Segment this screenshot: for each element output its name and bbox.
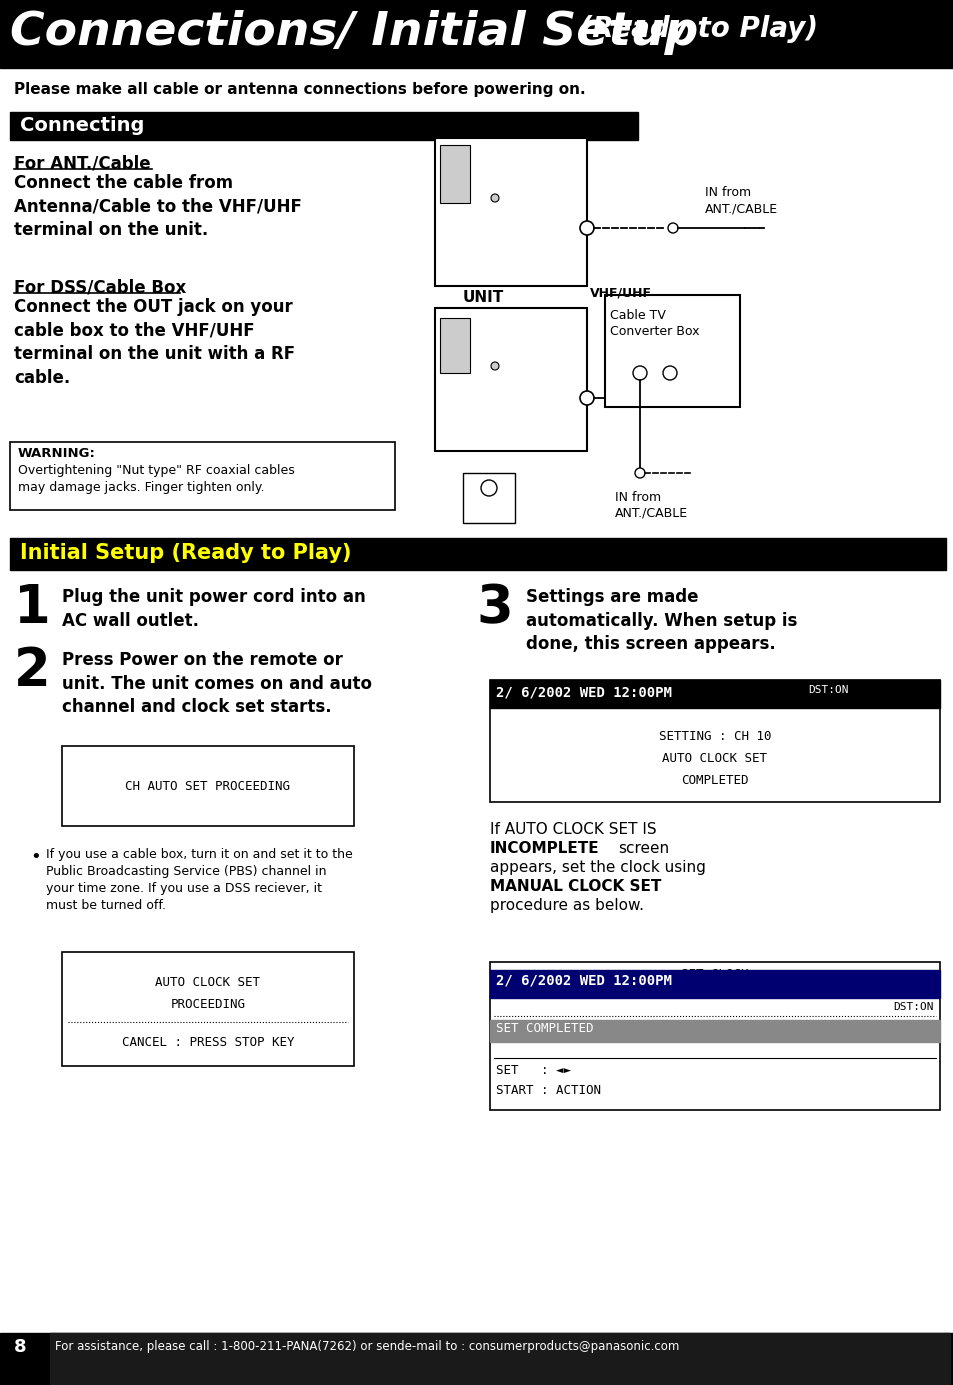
Circle shape: [633, 366, 646, 379]
Text: procedure as below.: procedure as below.: [490, 897, 643, 913]
Text: 8: 8: [14, 1338, 27, 1356]
Text: Overtightening "Nut type" RF coaxial cables
may damage jacks. Finger tighten onl: Overtightening "Nut type" RF coaxial cab…: [18, 464, 294, 494]
Bar: [490, 680, 939, 802]
Circle shape: [491, 361, 498, 370]
Text: Press Power on the remote or
unit. The unit comes on and auto
channel and clock : Press Power on the remote or unit. The u…: [62, 651, 372, 716]
Circle shape: [579, 391, 594, 404]
Text: If you use a cable box, turn it on and set it to the
Public Broadcasting Service: If you use a cable box, turn it on and s…: [46, 848, 353, 911]
Text: Settings are made
automatically. When setup is
done, this screen appears.: Settings are made automatically. When se…: [525, 589, 797, 654]
Bar: [462, 474, 515, 524]
Text: AUTO CLOCK SET: AUTO CLOCK SET: [155, 975, 260, 989]
Text: MANUAL CLOCK SET: MANUAL CLOCK SET: [490, 879, 660, 893]
Text: If AUTO CLOCK SET IS: If AUTO CLOCK SET IS: [490, 823, 656, 837]
Bar: [490, 680, 939, 708]
Text: 2: 2: [14, 645, 51, 697]
Bar: [439, 145, 470, 204]
Text: For assistance, please call : 1-800-211-PANA(7262) or sende-mail to : consumerpr: For assistance, please call : 1-800-211-…: [55, 1341, 679, 1353]
Text: Plug the unit power cord into an
AC wall outlet.: Plug the unit power cord into an AC wall…: [62, 589, 365, 630]
Circle shape: [480, 481, 497, 496]
Text: 3: 3: [476, 582, 512, 634]
Text: •: •: [30, 848, 41, 866]
Text: CANCEL : PRESS STOP KEY: CANCEL : PRESS STOP KEY: [122, 1036, 294, 1048]
Bar: [62, 951, 354, 1066]
Text: IN from
ANT./CABLE: IN from ANT./CABLE: [704, 186, 778, 215]
Text: DST:ON: DST:ON: [893, 1001, 933, 1012]
Circle shape: [667, 223, 678, 233]
Circle shape: [579, 222, 594, 235]
Circle shape: [662, 366, 677, 379]
Circle shape: [491, 194, 498, 202]
Text: Connect the OUT jack on your
cable box to the VHF/UHF
terminal on the unit with : Connect the OUT jack on your cable box t…: [14, 298, 294, 386]
Bar: [604, 295, 740, 407]
Text: SET COMPLETED: SET COMPLETED: [496, 1022, 593, 1035]
Bar: [0, 1332, 953, 1385]
Text: Connections/ Initial Setup: Connections/ Initial Setup: [10, 10, 698, 55]
Text: 1: 1: [14, 582, 51, 634]
Text: Please make all cable or antenna connections before powering on.: Please make all cable or antenna connect…: [14, 82, 585, 97]
Text: AUTO CLOCK SET: AUTO CLOCK SET: [661, 752, 767, 765]
Text: Connect the cable from
Antenna/Cable to the VHF/UHF
terminal on the unit.: Connect the cable from Antenna/Cable to …: [14, 175, 301, 240]
Text: screen: screen: [618, 841, 668, 856]
Text: 2/ 6/2002 WED 12:00PM: 2/ 6/2002 WED 12:00PM: [496, 686, 671, 699]
Text: VHF/UHF: VHF/UHF: [589, 285, 651, 299]
Text: WARNING:: WARNING:: [18, 447, 95, 460]
Text: Initial Setup (Ready to Play): Initial Setup (Ready to Play): [20, 543, 351, 562]
Text: DST:ON: DST:ON: [807, 686, 847, 695]
Text: SETTING : CH 10: SETTING : CH 10: [659, 730, 770, 742]
Bar: [435, 138, 586, 285]
Text: SET CLOCK: SET CLOCK: [680, 968, 748, 981]
Text: UNIT: UNIT: [462, 289, 504, 305]
Text: (Ready to Play): (Ready to Play): [569, 15, 817, 43]
Circle shape: [635, 468, 644, 478]
Text: COMPLETED: COMPLETED: [680, 774, 748, 787]
Bar: [490, 963, 939, 1109]
Bar: [10, 442, 395, 510]
Text: Cable TV
Converter Box: Cable TV Converter Box: [609, 309, 699, 338]
Bar: [490, 969, 939, 999]
Bar: [50, 1332, 949, 1385]
Bar: [490, 1019, 939, 1042]
Text: For DSS/Cable Box: For DSS/Cable Box: [14, 278, 186, 296]
Bar: [62, 747, 354, 825]
Bar: [439, 319, 470, 373]
Text: 2/ 6/2002 WED 12:00PM: 2/ 6/2002 WED 12:00PM: [496, 974, 671, 988]
Text: IN from
ANT./CABLE: IN from ANT./CABLE: [615, 492, 687, 519]
Bar: [10, 537, 945, 571]
Text: appears, set the clock using: appears, set the clock using: [490, 860, 705, 875]
Text: CH AUTO SET PROCEEDING: CH AUTO SET PROCEEDING: [126, 780, 291, 792]
Bar: [435, 307, 586, 452]
Text: PROCEEDING: PROCEEDING: [171, 997, 245, 1011]
Text: Connecting: Connecting: [20, 116, 144, 134]
Text: START : ACTION: START : ACTION: [496, 1084, 600, 1097]
Text: For ANT./Cable: For ANT./Cable: [14, 154, 151, 172]
Bar: [0, 0, 953, 68]
Bar: [10, 112, 638, 140]
Text: INCOMPLETE: INCOMPLETE: [490, 841, 599, 856]
Text: SET   : ◄►: SET : ◄►: [496, 1064, 571, 1078]
